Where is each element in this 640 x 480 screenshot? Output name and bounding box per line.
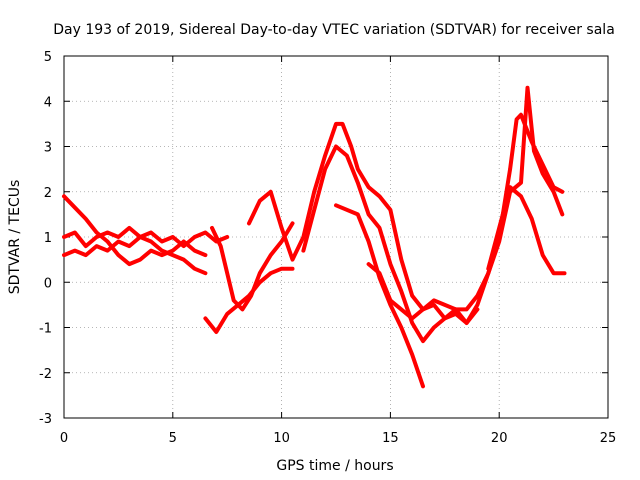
x-tick-label: 15	[382, 431, 399, 446]
y-axis-label: SDTVAR / TECUs	[7, 180, 23, 295]
x-tick-label: 10	[273, 431, 290, 446]
y-tick-label: 5	[44, 50, 52, 65]
y-tick-label: 0	[44, 276, 52, 291]
series-9	[366, 262, 480, 325]
y-tick-label: 4	[44, 95, 52, 110]
x-tick-label: 25	[600, 431, 617, 446]
x-tick-label: 20	[491, 431, 508, 446]
x-axis-label: GPS time / hours	[276, 458, 393, 474]
data-series	[62, 85, 567, 389]
series-6	[247, 112, 565, 312]
x-tick-label: 5	[169, 431, 177, 446]
y-tick-label: 1	[44, 231, 52, 246]
axis-ticks: 0 5 10 15 20 25 -3 -2 -1 0 1 2 3 4 5	[39, 50, 616, 446]
chart-title: Day 193 of 2019, Sidereal Day-to-day VTE…	[53, 22, 615, 38]
series-7	[301, 85, 565, 344]
series-2	[62, 225, 230, 249]
y-tick-label: 3	[44, 141, 52, 156]
series-10	[486, 185, 567, 276]
y-tick-label: -2	[39, 367, 52, 382]
y-tick-label: -1	[39, 322, 52, 337]
series-3	[62, 235, 208, 276]
x-tick-label: 0	[60, 431, 68, 446]
series-5	[210, 221, 295, 312]
y-tick-label: 2	[44, 186, 52, 201]
y-tick-label: -3	[39, 412, 52, 427]
